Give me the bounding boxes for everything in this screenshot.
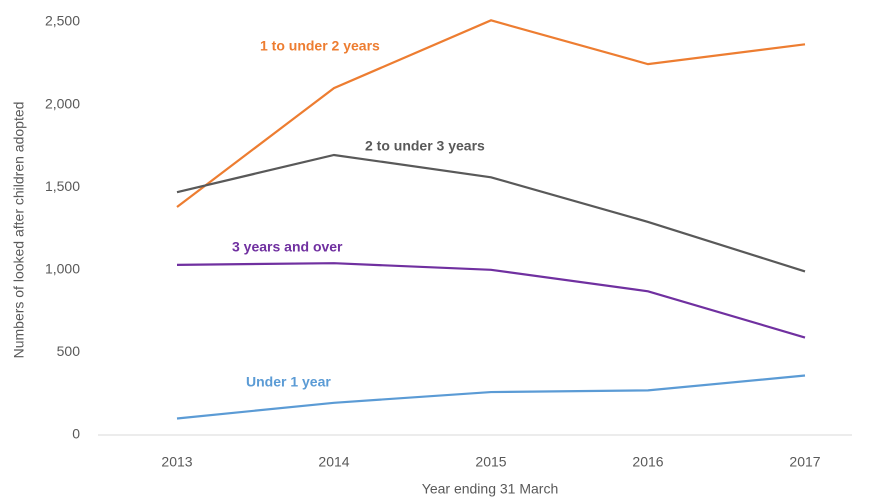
series-line [176,374,806,420]
x-tick-label: 2013 [161,454,192,470]
x-tick-label: 2017 [789,454,820,470]
y-tick-label: 1,000 [45,261,80,277]
y-axis-label: Numbers of looked after children adopted [11,102,27,359]
x-tick-label: 2014 [318,454,349,470]
series-label: 1 to under 2 years [260,38,380,54]
series-label: 2 to under 3 years [365,138,485,154]
series-label: 3 years and over [232,239,343,255]
y-tick-label: 2,500 [45,13,80,29]
x-tick-label: 2015 [475,454,506,470]
y-tick-label: 1,500 [45,178,80,194]
x-axis-label: Year ending 31 March [422,481,558,497]
series-line [176,262,806,339]
y-tick-label: 500 [57,343,81,359]
series-line [176,19,806,208]
x-tick-label: 2016 [632,454,663,470]
series-line [176,153,806,273]
y-tick-label: 2,000 [45,95,80,111]
y-tick-label: 0 [72,426,80,442]
series-label: Under 1 year [246,374,331,390]
